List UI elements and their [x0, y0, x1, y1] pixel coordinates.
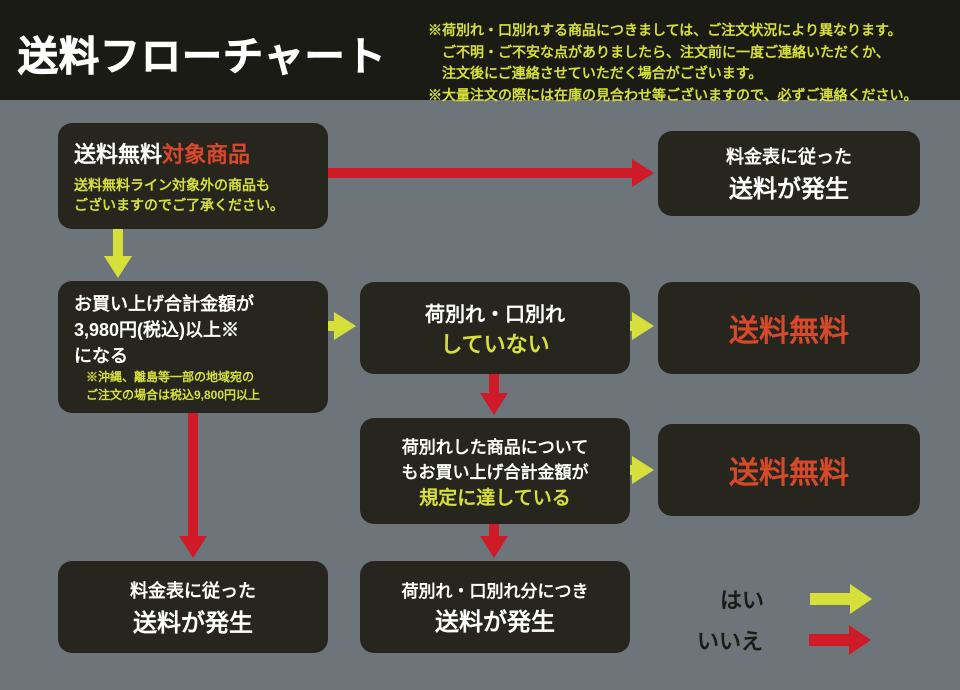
flow-edge-n3-n8	[165, 385, 221, 586]
legend-no-label: いいえ	[697, 624, 763, 656]
page-title: 送料フローチャート	[18, 24, 387, 82]
header-notice: ※荷別れ・口別れする商品につきましては、ご注文状況により異なります。 ご不明・ご…	[428, 20, 948, 107]
flow-edge-n1-n2	[300, 145, 682, 201]
flow-node-n2: 料金表に従った送料が発生	[658, 131, 920, 216]
flow-edge-n3-n4	[300, 298, 384, 354]
flow-edge-n6-n9	[466, 496, 522, 586]
flow-edge-n4-n5	[602, 298, 682, 354]
flow-node-n7: 送料無料	[658, 424, 920, 516]
flow-edge-n1-n3	[90, 201, 146, 306]
flow-edge-n6-n7	[602, 442, 682, 498]
header-bar: 送料フローチャート ※荷別れ・口別れする商品につきましては、ご注文状況により異な…	[0, 0, 960, 100]
legend-arrow-icon	[779, 610, 901, 670]
legend-no: いいえ	[697, 610, 901, 670]
flow-node-n5: 送料無料	[658, 282, 920, 374]
flow-edge-n4-n6	[466, 346, 522, 443]
